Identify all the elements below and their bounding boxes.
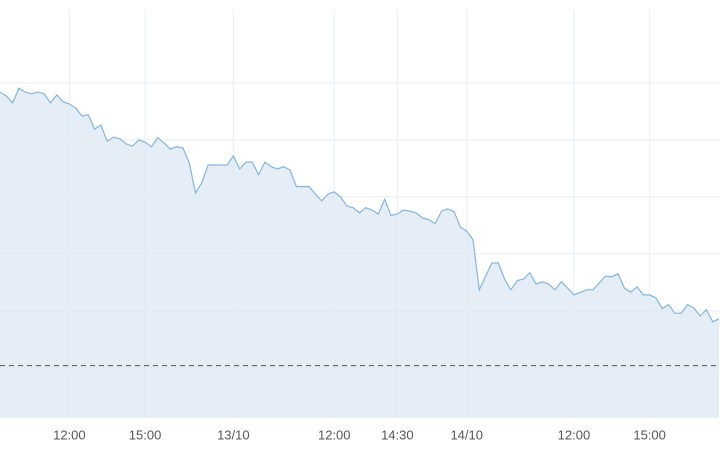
x-tick-label: 12:00 [53, 427, 86, 442]
x-tick-label: 14:30 [381, 427, 414, 442]
line [0, 87, 720, 323]
x-tick-label: 13/10 [217, 427, 250, 442]
x-tick-label: 12:00 [558, 427, 591, 442]
x-tick-label: 14/10 [450, 427, 483, 442]
x-tick-label: 12:00 [318, 427, 351, 442]
x-tick-label: 15:00 [633, 427, 666, 442]
x-tick-label: 15:00 [129, 427, 162, 442]
area [0, 88, 719, 418]
